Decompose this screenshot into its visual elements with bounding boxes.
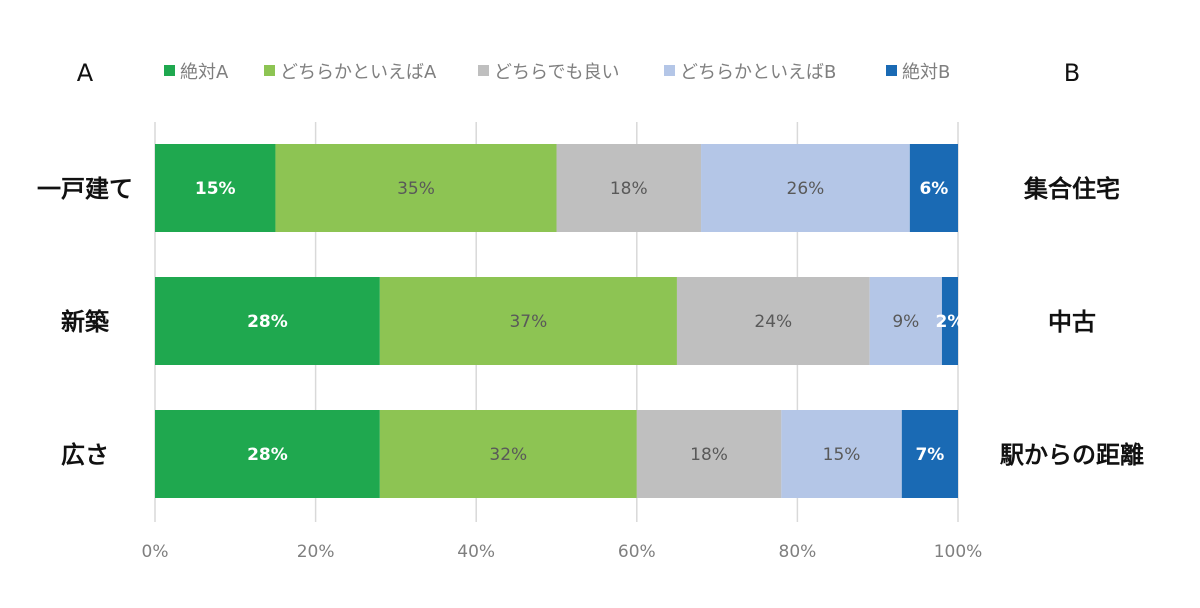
- data-label: 6%: [919, 179, 948, 199]
- bar-segment: [556, 144, 702, 232]
- legend-swatch: [264, 65, 275, 76]
- bar-segment: [155, 277, 380, 365]
- data-label: 15%: [823, 445, 861, 465]
- data-label: 28%: [247, 445, 288, 465]
- bar-segment: [869, 277, 942, 365]
- data-label: 18%: [690, 445, 728, 465]
- bar-segment: [275, 144, 557, 232]
- category-label-left: 新築: [61, 308, 110, 336]
- data-label: 35%: [397, 179, 435, 199]
- data-label: 32%: [489, 445, 527, 465]
- legend-swatch: [886, 65, 897, 76]
- category-label-right: 集合住宅: [1023, 175, 1120, 203]
- data-label: 28%: [247, 312, 288, 332]
- x-tick-label: 80%: [779, 542, 817, 562]
- bar-segment: [701, 144, 910, 232]
- x-tick-label: 60%: [618, 542, 656, 562]
- x-tick-label: 0%: [142, 542, 169, 562]
- category-label-right: 中古: [1048, 308, 1096, 336]
- data-label: 15%: [195, 179, 236, 199]
- legend-label: 絶対A: [180, 62, 229, 83]
- bar-segment: [379, 277, 677, 365]
- bar-segment: [155, 410, 380, 498]
- legend-label: 絶対B: [902, 62, 950, 83]
- legend: 絶対A どちらかといえばA どちらでも良い どちらかといえばB 絶対B: [164, 62, 950, 83]
- legend-label: どちらでも良い: [494, 62, 619, 83]
- x-tick-label: 100%: [934, 542, 983, 562]
- legend-swatch: [478, 65, 489, 76]
- bar-segment: [901, 410, 958, 498]
- data-label: 37%: [509, 312, 547, 332]
- data-label: 7%: [915, 445, 944, 465]
- data-label: 24%: [754, 312, 792, 332]
- category-label-left: 広さ: [61, 441, 109, 469]
- bar-segment: [676, 277, 870, 365]
- bar-segment: [781, 410, 902, 498]
- category-label-right: 駅からの距離: [1000, 441, 1144, 469]
- legend-label: どちらかといえばB: [680, 62, 836, 83]
- right-header: B: [1064, 59, 1080, 87]
- data-label: 26%: [787, 179, 825, 199]
- data-label: 18%: [610, 179, 648, 199]
- bars-group: 15% 35% 18% 26% 6% 28% 37% 24% 9% 2% 28% 32% 18% 15% 7…: [155, 144, 964, 498]
- bar-segment: [636, 410, 782, 498]
- legend-swatch: [664, 65, 675, 76]
- legend-swatch: [164, 65, 175, 76]
- left-header: A: [77, 59, 94, 87]
- data-label: 9%: [892, 312, 919, 332]
- category-label-left: 一戸建て: [37, 175, 133, 203]
- bar-segment: [941, 277, 958, 365]
- bar-segment: [379, 410, 637, 498]
- bar-segment: [909, 144, 958, 232]
- bar-segment: [155, 144, 276, 232]
- x-axis-ticks: 0% 20% 40% 60% 80% 100%: [142, 542, 983, 562]
- data-label: 2%: [936, 312, 965, 332]
- x-tick-label: 20%: [297, 542, 335, 562]
- x-tick-label: 40%: [457, 542, 495, 562]
- legend-label: どちらかといえばA: [280, 62, 437, 83]
